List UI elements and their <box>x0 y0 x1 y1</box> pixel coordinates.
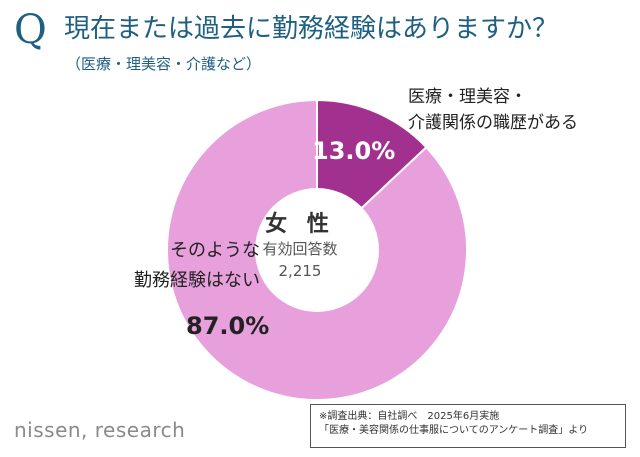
source-line-1: ※調査出典：自社調べ 2025年6月実施 <box>319 411 500 422</box>
slice-label-has-experience-line2: 介護関係の職歴がある <box>408 113 578 133</box>
question-mark: Q <box>14 7 47 53</box>
center-count: 2,215 <box>278 262 322 280</box>
slice-label-no-experience: そのような 勤務経験はない <box>60 236 260 296</box>
slice-label-has-experience-line1: 医療・理美容・ <box>408 87 527 107</box>
source-note: ※調査出典：自社調べ 2025年6月実施 「医療・美容関係の仕事服についてのアン… <box>310 404 626 448</box>
pie-slice-2 <box>166 98 468 401</box>
brand-logo: nissen, research <box>14 418 186 442</box>
center-title: 女 性 <box>265 212 335 237</box>
data-label-has-experience: 13.0% <box>312 137 396 165</box>
slice-label-no-experience-line1: そのような <box>170 240 260 261</box>
donut-hole <box>255 188 379 312</box>
slice-label-has-experience: 医療・理美容・ 介護関係の職歴がある <box>408 84 638 136</box>
center-subtitle: 有効回答数 <box>262 240 338 258</box>
question-title: 現在または過去に勤務経験はありますか？ <box>64 14 559 44</box>
data-label-no-experience: 87.0% <box>186 312 270 340</box>
question-subtitle: （医療・理美容・介護など） <box>66 55 262 73</box>
slice-label-no-experience-line2: 勤務経験はない <box>134 270 260 291</box>
source-line-2: 「医療・美容関係の仕事服についてのアンケート調査」より <box>319 425 589 436</box>
